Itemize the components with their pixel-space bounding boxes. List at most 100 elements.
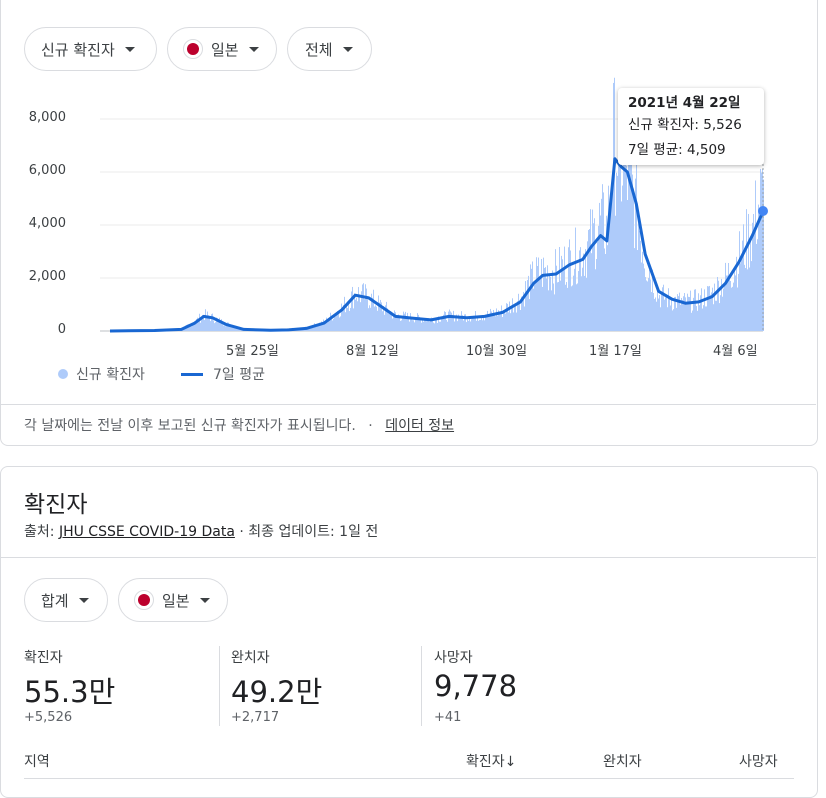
daily-case-bar [543, 258, 544, 331]
daily-case-bar [567, 288, 568, 331]
daily-case-bar [406, 317, 407, 331]
daily-case-bar [672, 310, 673, 331]
daily-case-bar [536, 257, 537, 331]
daily-case-bar [597, 242, 598, 331]
daily-case-bar [664, 300, 665, 331]
daily-case-bar [504, 311, 505, 331]
daily-case-bar [569, 239, 570, 331]
x-tick-label: 5월 25일 [226, 340, 279, 359]
daily-case-bar [637, 250, 638, 331]
daily-case-bar [739, 231, 740, 331]
daily-case-bar [505, 314, 506, 331]
daily-case-bar [369, 305, 370, 331]
daily-case-bar [564, 247, 565, 331]
daily-case-bar [575, 228, 576, 331]
daily-case-bar [526, 291, 527, 331]
daily-case-bar [731, 288, 732, 331]
daily-case-bar [355, 300, 356, 331]
daily-case-bar [384, 315, 385, 331]
daily-case-bar [671, 300, 672, 331]
chart-footnote: 각 날짜에는 전날 이후 보고된 신규 확진자가 표시됩니다. · 데이터 정보 [24, 415, 454, 435]
daily-case-bar [455, 318, 456, 331]
daily-case-bar [313, 328, 314, 331]
data-info-link[interactable]: 데이터 정보 [385, 418, 454, 434]
daily-case-bar [528, 276, 529, 331]
daily-case-bar [499, 313, 500, 331]
column-header-recovered[interactable]: 완치자 [603, 751, 642, 771]
daily-case-bar [582, 268, 583, 331]
daily-case-bar [554, 294, 555, 331]
cases-chart[interactable] [0, 0, 826, 360]
daily-case-bar [460, 319, 461, 331]
daily-case-bar [511, 305, 512, 331]
daily-case-bar [335, 316, 336, 331]
daily-case-bar [354, 293, 355, 331]
daily-case-bar [647, 281, 648, 331]
daily-case-bar [415, 319, 416, 331]
daily-case-bar [323, 320, 324, 331]
daily-case-bar [560, 281, 561, 331]
daily-case-bar [724, 283, 725, 331]
daily-case-bar [692, 311, 693, 331]
daily-case-bar [513, 312, 514, 331]
daily-case-bar [576, 284, 577, 331]
daily-case-bar [377, 311, 378, 331]
daily-case-bar [471, 319, 472, 331]
hover-point [758, 206, 768, 216]
daily-case-bar [643, 264, 644, 331]
daily-case-bar [394, 310, 395, 331]
daily-case-bar [525, 281, 526, 331]
scope-dropdown-label: 합계 [41, 590, 69, 611]
daily-case-bar [486, 317, 487, 331]
daily-case-bar [657, 288, 658, 331]
daily-case-bar [524, 307, 525, 331]
daily-case-bar [501, 305, 502, 331]
daily-case-bar [382, 311, 383, 331]
daily-case-bar [512, 298, 513, 331]
column-header-region[interactable]: 지역 [24, 751, 50, 771]
daily-case-bar [481, 318, 482, 331]
daily-case-bar [749, 268, 750, 331]
daily-case-bar [222, 324, 223, 331]
country-dropdown[interactable]: 일본 [118, 578, 228, 622]
daily-case-bar [372, 298, 373, 331]
daily-case-bar [653, 293, 654, 331]
daily-case-bar [588, 230, 589, 331]
daily-case-bar [670, 305, 671, 331]
column-header-cases[interactable]: 확진자↓ [466, 751, 516, 771]
daily-case-bar [697, 311, 698, 331]
daily-case-bar [594, 218, 595, 331]
chevron-down-icon [200, 598, 210, 603]
daily-case-bar [367, 299, 368, 331]
daily-case-bar [735, 275, 736, 331]
daily-case-bar [448, 312, 449, 331]
daily-case-bar [403, 312, 404, 331]
daily-case-bar [409, 322, 410, 331]
daily-case-bar [520, 310, 521, 331]
daily-case-bar [485, 316, 486, 331]
daily-case-bar [340, 316, 341, 331]
column-header-deaths[interactable]: 사망자 [739, 751, 778, 771]
daily-case-bar [366, 289, 367, 331]
daily-case-bar [717, 277, 718, 331]
divider [421, 646, 422, 726]
scope-dropdown[interactable]: 합계 [24, 578, 108, 622]
tooltip-cases: 신규 확진자: 5,526 [628, 112, 754, 139]
daily-case-bar [356, 298, 357, 331]
daily-case-bar [641, 262, 642, 331]
daily-case-bar [750, 239, 751, 331]
daily-case-bar [573, 276, 574, 331]
daily-case-bar [393, 315, 394, 331]
daily-case-bar [566, 282, 567, 331]
daily-case-bar [332, 320, 333, 331]
daily-case-bar [616, 173, 617, 331]
daily-case-bar [191, 326, 192, 331]
daily-case-bar [327, 322, 328, 331]
daily-case-bar [745, 268, 746, 331]
source-link[interactable]: JHU CSSE COVID-19 Data [59, 524, 235, 540]
cases-summary-card [0, 466, 818, 798]
daily-case-bar [649, 270, 650, 331]
daily-case-bar [658, 299, 659, 331]
tooltip-average: 7일 평균: 4,509 [628, 139, 754, 161]
daily-case-bar [654, 299, 655, 331]
